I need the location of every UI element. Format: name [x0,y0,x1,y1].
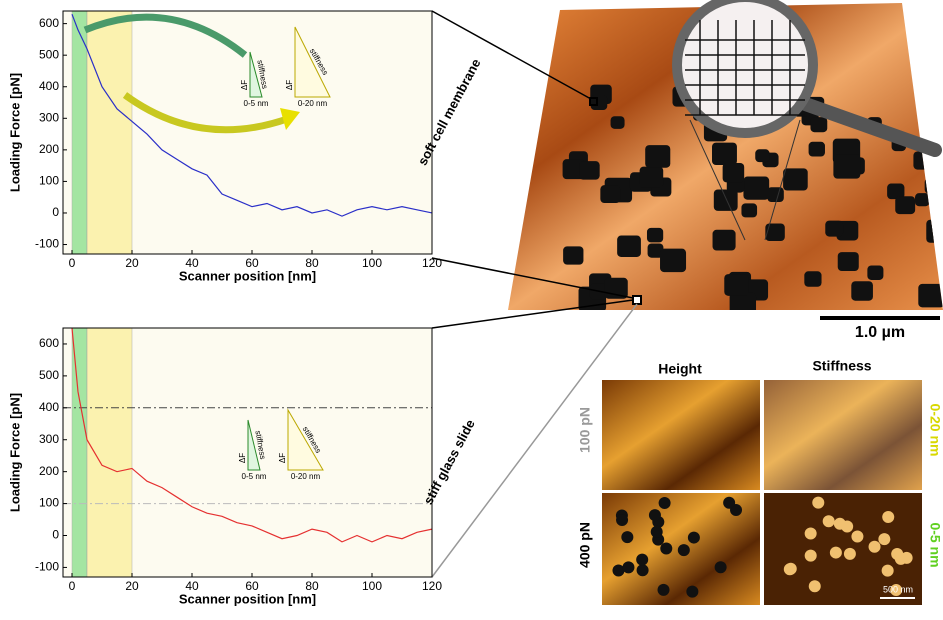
range-label: 0-20 nm [927,404,943,457]
row-label: 100 pN [577,407,593,453]
triangle-df: ΔF [278,453,287,463]
y-axis-label: Loading Force [pN] [7,393,22,512]
small-images [602,380,922,605]
col-label: Stiffness [812,358,871,374]
x-tick-label: 0 [69,579,76,593]
col-label: Height [658,361,702,377]
y-tick-label: -100 [35,560,59,574]
triangle-range: 0-20 nm [291,472,321,481]
y-tick-label: -100 [35,237,59,251]
triangle-range: 0-5 nm [242,472,267,481]
region [72,11,87,254]
figure: 1.0 µm Height Stiffness 100 pN 400 pN 0-… [0,0,943,615]
y-tick-label: 100 [39,496,59,510]
y-tick-label: 600 [39,336,59,350]
y-tick-label: 400 [39,79,59,93]
y-tick-label: 400 [39,400,59,414]
triangle-range: 0-5 nm [244,99,269,108]
x-tick-label: 120 [422,579,442,593]
x-tick-label: 120 [422,256,442,270]
small-scale-label: 500 nm [883,584,913,594]
region [72,328,87,577]
x-tick-label: 100 [362,256,382,270]
y-tick-label: 100 [39,174,59,188]
region [87,328,132,577]
range-label: 0-5 nm [927,522,943,567]
y-tick-label: 600 [39,16,59,30]
y-tick-label: 500 [39,368,59,382]
triangle-df: ΔF [285,80,294,90]
row-label: 400 pN [577,522,593,568]
afm-image [508,0,943,317]
y-tick-label: 200 [39,142,59,156]
x-tick-label: 20 [125,256,139,270]
x-axis-label: Scanner position [nm] [179,591,316,606]
x-axis-label: Scanner position [nm] [179,268,316,283]
y-tick-label: 300 [39,110,59,124]
y-tick-label: 500 [39,47,59,61]
x-tick-label: 20 [125,579,139,593]
y-axis-label: Loading Force [pN] [7,73,22,192]
y-tick-label: 300 [39,432,59,446]
triangle-df: ΔF [238,453,247,463]
scale-label: 1.0 µm [855,324,905,341]
x-tick-label: 0 [69,256,76,270]
triangle-df: ΔF [240,80,249,90]
triangle-range: 0-20 nm [298,99,328,108]
y-tick-label: 200 [39,464,59,478]
y-tick-label: 0 [52,205,59,219]
y-tick-label: 0 [52,528,59,542]
x-tick-label: 100 [362,579,382,593]
region [87,11,132,254]
